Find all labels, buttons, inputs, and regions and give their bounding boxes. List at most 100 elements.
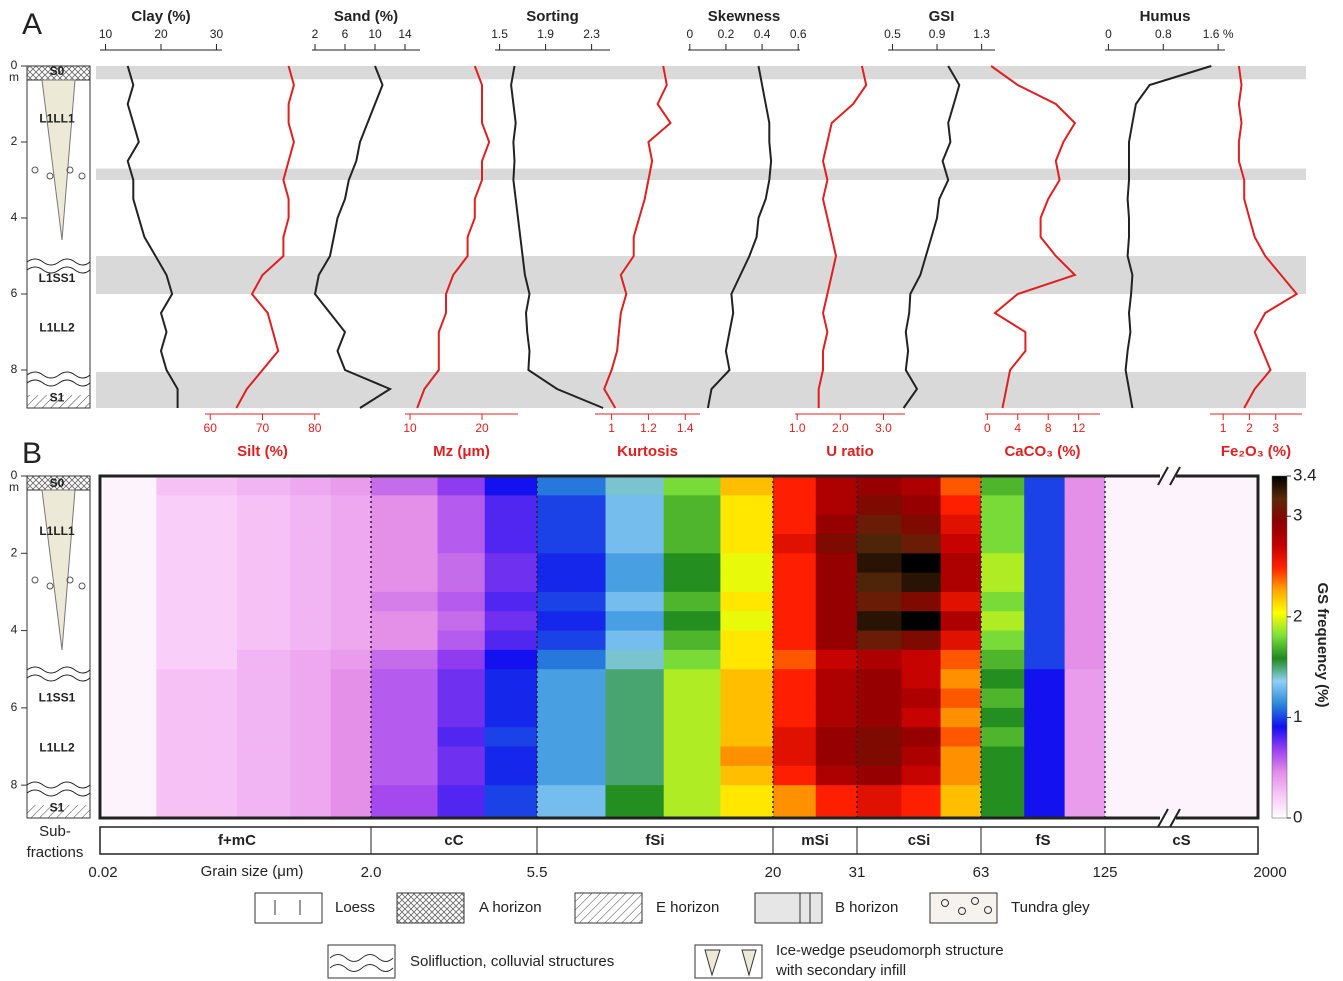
heat-cell bbox=[773, 804, 817, 818]
heat-cell bbox=[1064, 476, 1106, 496]
heat-cell bbox=[901, 785, 942, 805]
heat-cell bbox=[484, 765, 538, 786]
heat-cell bbox=[901, 630, 942, 651]
heat-cell bbox=[663, 591, 721, 612]
unit-label: S1 bbox=[50, 391, 65, 405]
heat-cell bbox=[981, 688, 1025, 709]
heat-cell bbox=[773, 553, 817, 574]
unit-label: L1LL2 bbox=[39, 320, 75, 334]
legend-label: A horizon bbox=[479, 899, 542, 916]
heat-cell bbox=[815, 727, 858, 748]
heat-cell bbox=[103, 611, 157, 632]
heat-cell bbox=[901, 727, 942, 748]
heat-cell bbox=[1064, 765, 1106, 786]
heat-cell bbox=[720, 591, 774, 612]
heat-cell bbox=[773, 765, 817, 786]
heat-cell bbox=[720, 533, 774, 554]
heat-cell bbox=[1024, 669, 1066, 690]
heatmap bbox=[103, 476, 1258, 818]
x-tick-label: 2.0 bbox=[361, 864, 382, 881]
heat-cell bbox=[981, 630, 1025, 651]
legend-label: Ice-wedge pseudomorph structure bbox=[776, 942, 1004, 959]
subfraction-label: cS bbox=[1172, 832, 1190, 849]
heat-cell bbox=[237, 804, 291, 818]
heat-cell bbox=[237, 553, 291, 574]
heat-cell bbox=[815, 707, 858, 728]
depth-tick-label: 6 bbox=[11, 286, 18, 300]
heat-cell bbox=[537, 572, 606, 593]
heat-cell bbox=[720, 727, 774, 748]
x-tick-label: 14 bbox=[398, 27, 412, 41]
heat-cell bbox=[437, 572, 486, 593]
heat-cell bbox=[237, 649, 291, 670]
heat-cell bbox=[290, 746, 332, 767]
heat-cell bbox=[773, 514, 817, 535]
heat-cell bbox=[940, 572, 982, 593]
heat-cell bbox=[857, 553, 903, 574]
unit-label: L1LL2 bbox=[39, 741, 75, 755]
heat-cell bbox=[663, 611, 721, 632]
colorbar-tick-label: 3 bbox=[1293, 506, 1302, 525]
heat-cell bbox=[330, 649, 372, 670]
subfraction-axis-label: fractions bbox=[27, 844, 84, 861]
x-tick-label: 1.6 % bbox=[1203, 27, 1234, 41]
heat-cell bbox=[330, 707, 372, 728]
heat-cell bbox=[156, 630, 238, 651]
legend-label: with secondary infill bbox=[775, 962, 906, 979]
colorbar-label: GS frequency (%) bbox=[1314, 582, 1331, 707]
heat-cell bbox=[857, 669, 903, 690]
heat-cell bbox=[720, 707, 774, 728]
heat-cell bbox=[1105, 785, 1258, 805]
heat-cell bbox=[773, 630, 817, 651]
heat-cell bbox=[605, 553, 665, 574]
heat-cell bbox=[773, 707, 817, 728]
heat-cell bbox=[901, 688, 942, 709]
x-tick-label: 0.8 bbox=[1155, 27, 1172, 41]
heat-cell bbox=[290, 707, 332, 728]
x-tick-label: 12 bbox=[1072, 421, 1086, 435]
heat-cell bbox=[815, 553, 858, 574]
heat-cell bbox=[237, 533, 291, 554]
heat-cell bbox=[156, 727, 238, 748]
gray-band bbox=[96, 168, 1306, 180]
heat-cell bbox=[330, 533, 372, 554]
heat-cell bbox=[330, 746, 372, 767]
heat-cell bbox=[605, 591, 665, 612]
colorbar bbox=[1271, 475, 1288, 819]
unit-label: L1SS1 bbox=[39, 690, 76, 704]
heat-cell bbox=[663, 553, 721, 574]
heat-cell bbox=[537, 765, 606, 786]
profile-line bbox=[416, 65, 491, 409]
heat-cell bbox=[605, 804, 665, 818]
heat-cell bbox=[815, 591, 858, 612]
x-tick-label: 6 bbox=[342, 27, 349, 41]
legend bbox=[254, 892, 998, 979]
heat-cell bbox=[484, 746, 538, 767]
heat-cell bbox=[605, 611, 665, 632]
x-tick-label: 125 bbox=[1092, 864, 1117, 881]
heat-cell bbox=[1064, 785, 1106, 805]
heat-cell bbox=[537, 804, 606, 818]
heat-cell bbox=[981, 707, 1025, 728]
series-title: Sand (%) bbox=[334, 8, 398, 25]
heat-cell bbox=[663, 669, 721, 690]
heat-cell bbox=[1024, 533, 1066, 554]
heat-cell bbox=[156, 533, 238, 554]
colorbar-tick-label: 0 bbox=[1293, 807, 1302, 826]
heat-cell bbox=[103, 630, 157, 651]
heat-cell bbox=[330, 765, 372, 786]
heat-cell bbox=[663, 572, 721, 593]
heat-cell bbox=[901, 533, 942, 554]
gray-band bbox=[96, 66, 1306, 80]
heat-cell bbox=[103, 591, 157, 612]
x-tick-label: 0.4 bbox=[754, 27, 771, 41]
x-tick-label: 1.9 bbox=[537, 27, 554, 41]
heat-cell bbox=[537, 533, 606, 554]
heat-cell bbox=[815, 746, 858, 767]
series-title: Humus bbox=[1140, 8, 1191, 25]
heat-cell bbox=[857, 591, 903, 612]
x-tick-label: 2.0 bbox=[832, 421, 849, 435]
heat-cell bbox=[1024, 572, 1066, 593]
heat-cell bbox=[1064, 746, 1106, 767]
x-tick-label: 2000 bbox=[1253, 864, 1286, 881]
